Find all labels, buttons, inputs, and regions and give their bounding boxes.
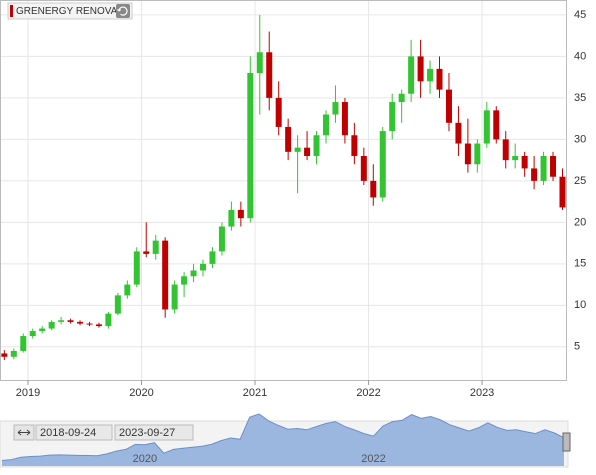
candle-body xyxy=(294,147,301,152)
chart-title: GRENERGY RENOVA xyxy=(16,6,118,17)
candle-body xyxy=(152,240,159,254)
candle-body xyxy=(550,155,557,177)
candle-body xyxy=(162,240,169,310)
candle-body xyxy=(436,68,443,90)
title-frame xyxy=(7,2,133,20)
candle-body xyxy=(171,284,178,310)
candle-body xyxy=(464,143,471,165)
candle-body xyxy=(313,135,320,156)
y-tick-label: 10 xyxy=(574,299,586,311)
refresh-icon xyxy=(117,6,128,16)
candle-body xyxy=(341,102,348,136)
candle-body xyxy=(77,321,84,324)
candle-body xyxy=(266,52,273,98)
candle-body xyxy=(360,155,367,181)
candle-body xyxy=(493,110,500,140)
y-tick-label: 40 xyxy=(574,50,586,62)
candle-body xyxy=(379,131,386,198)
candle-body xyxy=(39,328,46,332)
candle-body xyxy=(474,143,481,165)
y-tick-label: 15 xyxy=(574,258,586,270)
candle-body xyxy=(237,209,244,219)
x-tick-label: 2020 xyxy=(129,387,153,399)
candle-body xyxy=(275,97,282,127)
candle-body xyxy=(540,155,547,181)
candle-body xyxy=(322,114,329,136)
y-tick-label: 25 xyxy=(574,175,586,187)
candle-body xyxy=(48,321,55,329)
candle-body xyxy=(417,56,424,82)
candle-body xyxy=(228,209,235,227)
candle-body xyxy=(398,93,405,103)
candle-body xyxy=(351,135,358,156)
candle-body xyxy=(1,353,8,357)
navigator-handle[interactable] xyxy=(562,432,571,452)
candle-body xyxy=(58,320,65,322)
candle-body xyxy=(218,226,225,252)
candle-body xyxy=(133,251,140,285)
navigator-area xyxy=(2,414,564,466)
candle-body xyxy=(209,251,216,264)
range-start[interactable]: 2018-09-24 xyxy=(40,427,96,439)
candle-body xyxy=(521,155,528,169)
candle-body xyxy=(559,176,566,208)
navigator-label: 2020 xyxy=(133,453,157,465)
candle-body xyxy=(285,126,292,152)
candle-body xyxy=(427,68,434,82)
range-end-box[interactable] xyxy=(114,424,194,441)
candle-body xyxy=(95,324,102,327)
refresh-button[interactable] xyxy=(116,4,130,18)
navigator-label: 2022 xyxy=(361,453,385,465)
candle-body xyxy=(114,295,121,314)
candle-body xyxy=(20,336,27,351)
y-tick-label: 45 xyxy=(574,9,586,21)
candle-body xyxy=(445,89,452,123)
plot-border xyxy=(0,0,567,381)
candle-body xyxy=(124,284,131,296)
candle-body xyxy=(247,73,254,219)
candle-body xyxy=(181,276,188,285)
candle-body xyxy=(502,139,509,161)
y-tick-label: 35 xyxy=(574,92,586,104)
range-selector: 2018-09-24 2023-09-27 xyxy=(13,424,194,441)
x-tick-label: 2021 xyxy=(243,387,267,399)
candle-body xyxy=(332,102,339,115)
candle-body xyxy=(483,110,490,144)
candle-body xyxy=(200,263,207,271)
x-tick-label: 2023 xyxy=(470,387,494,399)
y-tick-label: 30 xyxy=(574,133,586,145)
candle-body xyxy=(143,251,150,254)
candle-body xyxy=(531,168,538,181)
range-end[interactable]: 2023-09-27 xyxy=(119,427,175,439)
x-tick-label: 2022 xyxy=(356,387,380,399)
candle-body xyxy=(67,320,74,322)
candle-body xyxy=(455,122,462,144)
range-arrows xyxy=(17,429,31,436)
title-box[interactable]: GRENERGY RENOVA xyxy=(7,2,133,20)
candle-body xyxy=(190,270,197,277)
candle-body xyxy=(370,180,377,198)
range-start-box[interactable] xyxy=(35,424,113,441)
candle-body xyxy=(10,350,17,357)
candle-body xyxy=(304,147,311,156)
navigator-line xyxy=(1,413,565,461)
y-tick-label: 20 xyxy=(574,216,586,228)
candle-body xyxy=(256,52,263,74)
plot xyxy=(0,0,566,380)
candle-body xyxy=(512,155,519,161)
candle-body xyxy=(29,331,36,337)
candle-body xyxy=(389,102,396,132)
candle-body xyxy=(408,56,415,94)
y-tick-label: 5 xyxy=(574,341,580,353)
candle-body xyxy=(105,313,112,327)
series-marker xyxy=(10,5,13,17)
candle-body xyxy=(86,323,93,325)
x-tick-label: 2019 xyxy=(16,387,40,399)
